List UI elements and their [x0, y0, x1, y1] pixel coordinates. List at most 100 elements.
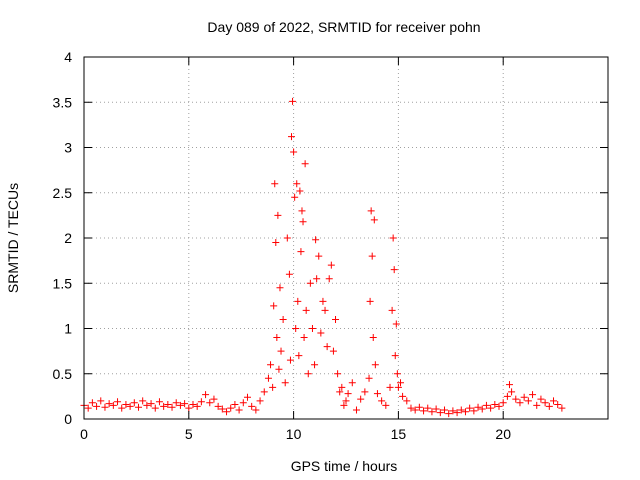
- data-point: [267, 361, 275, 369]
- data-point: [541, 399, 549, 407]
- y-tick-label: 4: [64, 49, 72, 65]
- data-point: [308, 325, 316, 332]
- data-point: [290, 148, 298, 156]
- data-point: [264, 374, 272, 382]
- data-point: [505, 381, 513, 389]
- data-point: [214, 402, 222, 410]
- data-point: [323, 343, 331, 351]
- data-point: [197, 398, 205, 406]
- data-point: [315, 252, 323, 260]
- data-point: [151, 404, 159, 412]
- data-point: [319, 297, 327, 305]
- data-point: [227, 404, 235, 412]
- data-point: [301, 160, 309, 168]
- data-point: [270, 302, 278, 310]
- data-point: [389, 234, 397, 242]
- data-point: [445, 410, 453, 418]
- data-point: [304, 370, 312, 378]
- data-point: [292, 325, 300, 332]
- data-points: [80, 97, 566, 418]
- y-tick-label: 0.5: [53, 366, 73, 382]
- data-point: [223, 408, 231, 416]
- data-point: [520, 393, 528, 401]
- data-point: [373, 390, 381, 398]
- data-point: [155, 398, 163, 406]
- data-point: [495, 402, 503, 410]
- data-point: [299, 218, 307, 226]
- data-point: [202, 391, 210, 399]
- data-point: [105, 400, 113, 408]
- data-point: [436, 409, 444, 417]
- data-point: [277, 347, 285, 355]
- x-tick-label: 5: [185, 426, 193, 442]
- data-point: [325, 275, 333, 283]
- data-point: [235, 406, 243, 414]
- data-point: [295, 352, 303, 360]
- data-point: [313, 275, 321, 283]
- data-point: [130, 399, 138, 407]
- data-point: [390, 266, 398, 274]
- data-point: [428, 408, 436, 416]
- data-point: [317, 329, 325, 337]
- data-point: [366, 297, 374, 305]
- data-point: [411, 406, 419, 414]
- data-point: [334, 370, 342, 378]
- x-tick-label: 20: [495, 426, 511, 442]
- data-point: [367, 207, 375, 215]
- data-point: [533, 401, 541, 409]
- data-point: [218, 405, 226, 413]
- data-point: [271, 180, 279, 188]
- data-point: [101, 403, 109, 411]
- data-point: [432, 405, 440, 413]
- data-point: [368, 252, 376, 260]
- data-point: [206, 399, 214, 407]
- data-point: [441, 406, 449, 414]
- axis-ticks: [83, 56, 608, 420]
- data-point: [399, 392, 407, 400]
- data-point: [160, 402, 168, 410]
- data-point: [272, 239, 280, 247]
- data-point: [508, 388, 516, 396]
- data-point: [378, 397, 386, 405]
- data-point: [478, 405, 486, 413]
- data-point: [321, 306, 329, 314]
- data-point: [388, 306, 396, 314]
- data-point: [281, 379, 289, 387]
- chart-title: Day 089 of 2022, SRMTID for receiver poh…: [207, 19, 480, 35]
- data-point: [369, 334, 377, 342]
- data-point: [424, 404, 432, 412]
- data-point: [340, 401, 348, 409]
- x-tick-label: 0: [80, 426, 88, 442]
- data-point: [269, 383, 277, 391]
- data-point: [276, 284, 284, 292]
- data-point: [189, 401, 197, 409]
- data-point: [524, 397, 532, 405]
- data-point: [122, 401, 130, 409]
- data-point: [118, 404, 126, 412]
- data-point: [302, 306, 310, 314]
- y-tick-label: 3: [64, 140, 72, 156]
- data-point: [396, 379, 404, 387]
- y-tick-label: 3.5: [53, 94, 73, 110]
- data-point: [516, 399, 524, 407]
- data-point: [279, 315, 287, 323]
- data-point: [300, 334, 308, 342]
- data-point: [285, 270, 293, 278]
- data-point: [252, 406, 260, 414]
- data-point: [256, 397, 264, 405]
- data-point: [293, 180, 301, 188]
- data-point: [283, 234, 291, 242]
- data-point: [239, 399, 247, 407]
- data-point: [470, 407, 478, 415]
- data-point: [352, 406, 360, 414]
- data-point: [370, 216, 378, 224]
- data-point: [231, 401, 239, 409]
- data-point: [386, 383, 394, 391]
- data-point: [248, 402, 256, 410]
- data-point: [289, 97, 297, 105]
- data-point: [298, 207, 306, 215]
- data-point: [139, 397, 147, 405]
- data-point: [329, 347, 337, 355]
- data-point: [361, 388, 369, 396]
